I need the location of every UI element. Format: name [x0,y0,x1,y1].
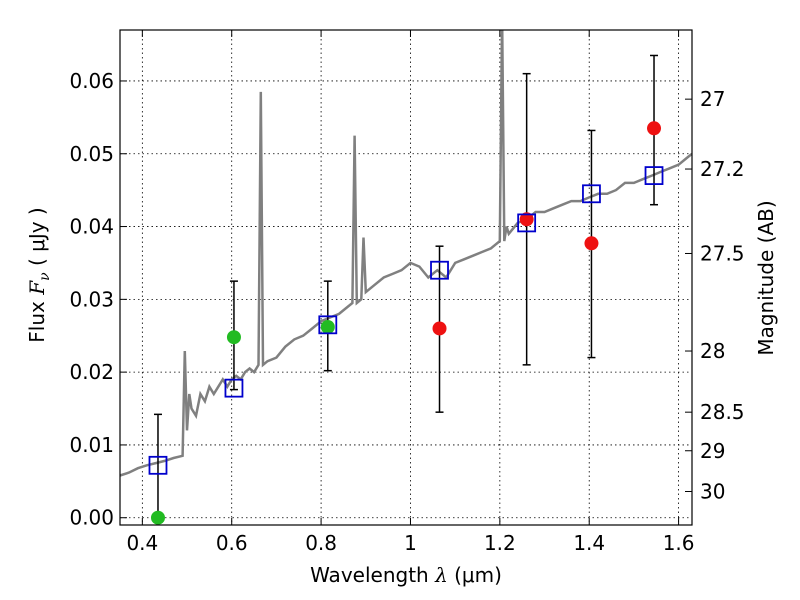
y-tick-label: 0.04 [69,215,114,239]
y2-tick-label: 28.5 [700,400,745,424]
model-spectrum-layer [120,30,692,477]
y2-axis-label: Magnitude (AB) [754,200,778,355]
data-points-layer [150,121,662,525]
x-axis-label: Wavelength λ (μm) [310,563,502,587]
x-tick-label: 0.4 [126,531,158,555]
y-axis-label: Flux Fν ( μJy ) [25,207,53,342]
y2-tick-label: 29 [700,439,725,463]
y-tick-label: 0.00 [69,506,114,530]
model-photometry-box [318,315,338,335]
y2-tick-label: 30 [700,480,725,504]
y-tick-label: 0.02 [69,360,114,384]
x-tick-label: 1.4 [573,531,605,555]
x-tick-label: 1.6 [663,531,695,555]
model-photometry-box [517,213,537,233]
model-photometry-box [582,184,601,204]
model-photometry-box [224,378,244,398]
model-photometry-box [148,455,168,475]
x-tick-label: 1.2 [484,531,516,555]
green-point [226,330,241,345]
red-point [584,236,599,251]
x-tick-label: 0.6 [216,531,248,555]
x-tick-label: 1 [404,531,417,555]
green-point [320,320,335,334]
y-tick-label: 0.03 [69,287,114,311]
plot-frame [119,29,693,526]
model-spectrum-line [120,30,692,477]
grid-lines [120,30,692,525]
red-point [647,121,662,136]
model-photometry-box [644,166,664,185]
y2-tick-label: 27 [700,87,725,111]
y-tick-label: 0.05 [69,142,114,166]
model-photometry-box [430,260,449,280]
axis-ticks: 0.4 0.6 0.8 1 1.2 1.4 1.6 0.00 0.01 0.02 0.03 0.04 0… [69,30,745,555]
green-point [150,510,165,525]
x-tick-label: 0.8 [305,531,337,555]
y2-tick-label: 27.5 [700,241,745,265]
y-tick-label: 0.01 [69,433,114,457]
y2-tick-label: 27.2 [700,157,745,181]
model-boxes-layer [148,166,664,475]
y2-tick-label: 28 [700,339,725,363]
red-point [519,212,534,227]
y-tick-label: 0.06 [69,69,114,93]
red-point [432,321,447,336]
